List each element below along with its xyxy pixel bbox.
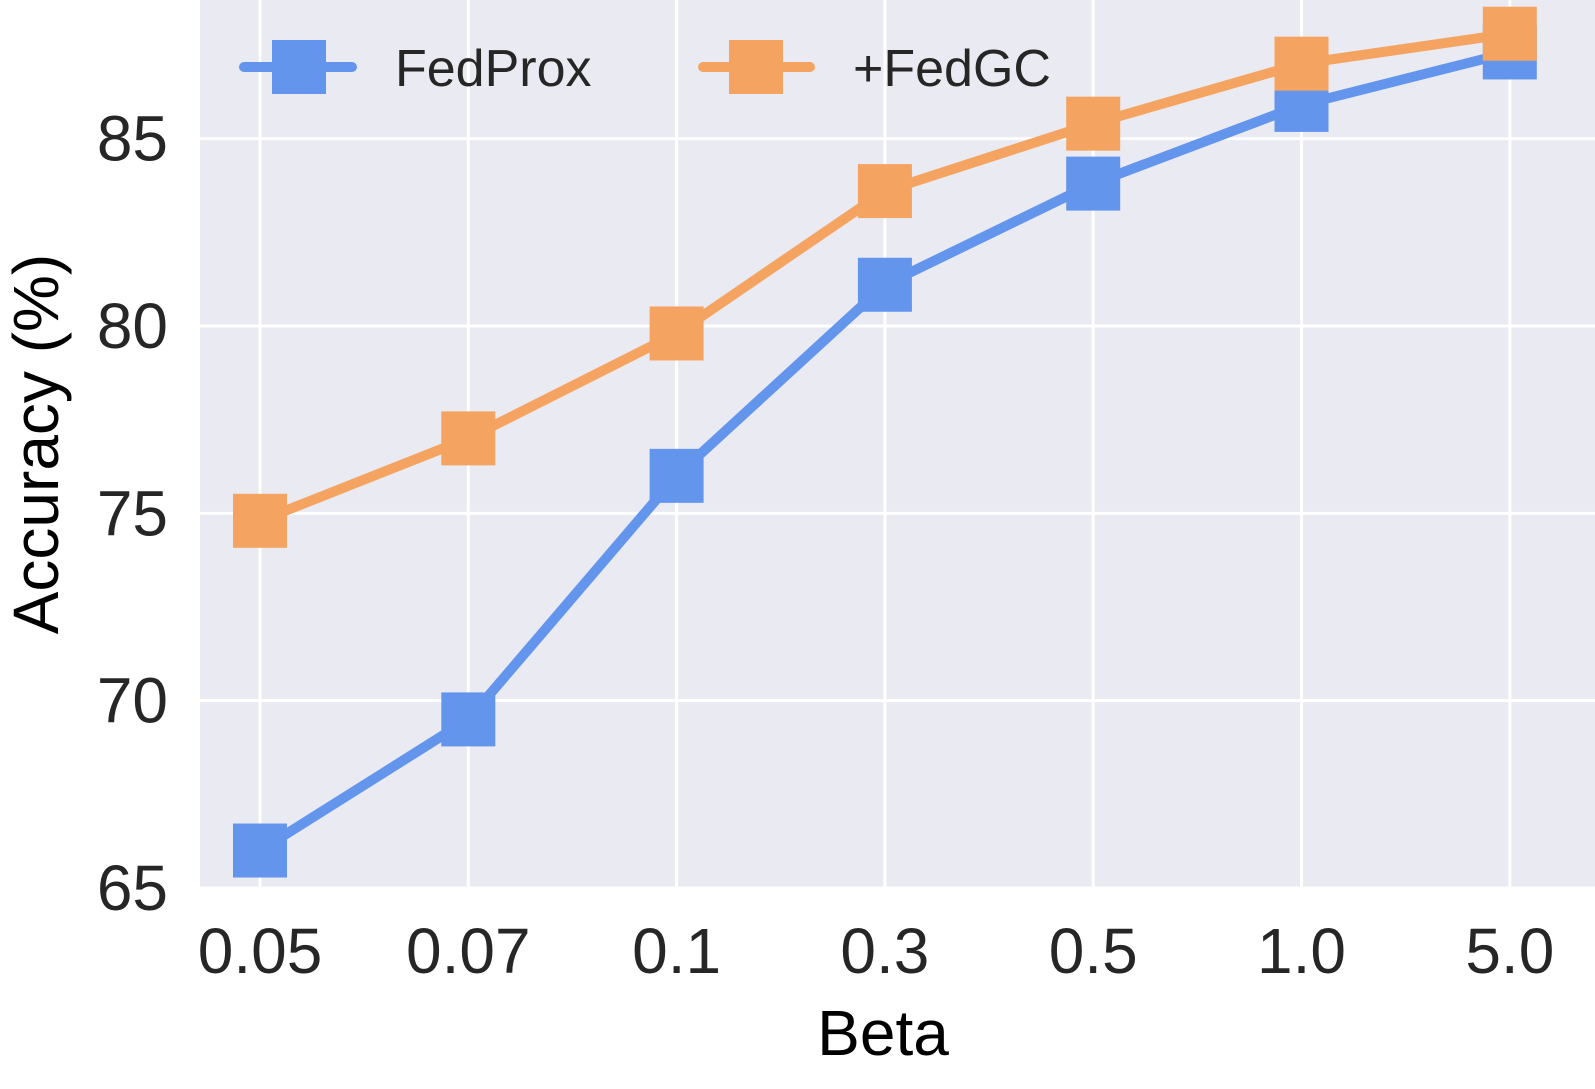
legend: FedProx +FedGC [239, 40, 1051, 98]
series-layer [233, 6, 1537, 878]
y-tick-label-80: 80 [97, 290, 168, 362]
legend-label-fedgc: +FedGC [853, 40, 1051, 98]
x-tick-label-0.3: 0.3 [840, 915, 929, 987]
data-point-fedgc-0.07 [441, 411, 496, 466]
y-tick-label-75: 75 [97, 477, 168, 549]
data-point-fedgc-0.05 [233, 493, 287, 548]
x-tick-label-5.0: 5.0 [1465, 915, 1554, 987]
legend-marker-fedprox [272, 40, 326, 94]
data-point-fedprox-0.3 [857, 257, 912, 312]
data-point-fedgc-0.1 [649, 306, 704, 361]
legend-marker-fedgc [729, 40, 783, 94]
x-tick-labels: 0.05 0.07 0.1 0.3 0.5 1.0 5.0 [198, 915, 1555, 987]
y-tick-label-85: 85 [97, 103, 168, 175]
data-point-fedgc-5.0 [1482, 6, 1537, 61]
x-tick-label-0.07: 0.07 [406, 915, 531, 987]
data-point-fedprox-0.5 [1066, 156, 1121, 211]
y-axis-label: Accuracy (%) [0, 254, 72, 635]
x-tick-label-0.5: 0.5 [1049, 915, 1138, 987]
data-point-fedgc-0.3 [857, 164, 912, 219]
y-tick-label-65: 65 [97, 852, 168, 924]
legend-label-fedprox: FedProx [395, 40, 592, 98]
x-tick-label-0.05: 0.05 [198, 915, 323, 987]
x-axis-label: Beta [817, 997, 949, 1069]
data-point-fedprox-0.1 [649, 448, 704, 503]
series-fedgc [233, 6, 1537, 548]
y-tick-labels: 65 70 75 80 85 [97, 103, 168, 924]
y-tick-label-70: 70 [97, 665, 168, 737]
data-point-fedgc-1.0 [1274, 36, 1329, 91]
x-tick-label-0.1: 0.1 [632, 915, 721, 987]
data-point-fedprox-0.05 [233, 823, 287, 878]
data-point-fedprox-0.07 [441, 692, 496, 747]
data-point-fedgc-0.5 [1066, 96, 1121, 151]
series-fedprox [233, 25, 1537, 878]
x-tick-label-1.0: 1.0 [1257, 915, 1346, 987]
